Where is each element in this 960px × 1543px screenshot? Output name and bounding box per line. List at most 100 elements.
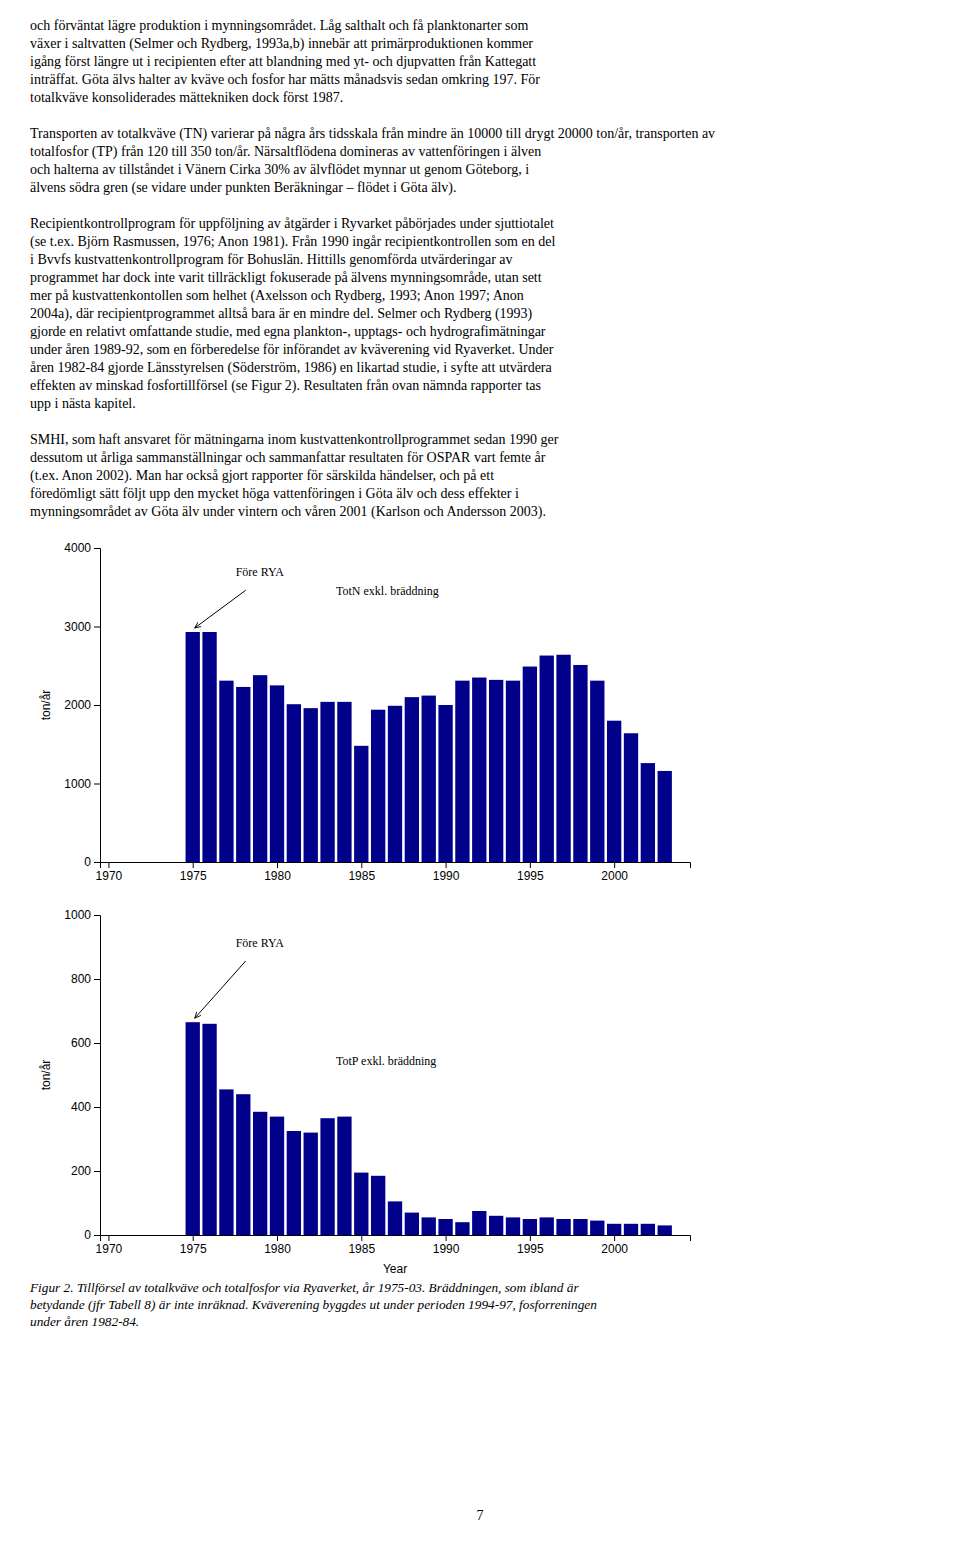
bar [455, 1222, 469, 1235]
bar [624, 733, 638, 862]
body-text: effekten av minskad fosfortillförsel (se… [30, 378, 541, 394]
bar [270, 1117, 284, 1235]
bar [506, 681, 520, 862]
caption: Figur 2. Tillförsel av totalkväve och to… [29, 1280, 579, 1295]
body-text: och halterna av tillståndet i Vänern Cir… [30, 162, 529, 177]
y-axis-title: ton/år [39, 690, 53, 721]
annotation-arrow [195, 590, 246, 628]
x-tick: 1985 [348, 1235, 375, 1256]
bar [219, 681, 233, 862]
bar [472, 678, 486, 862]
annotation-arrow [195, 961, 246, 1018]
bar [320, 1118, 334, 1235]
x-tick: 2000 [601, 862, 628, 883]
body-text: älvens södra gren (se vidare under punkt… [30, 180, 456, 196]
page-number: 7 [477, 1508, 484, 1523]
body-text: programmet har dock inte varit tillräckl… [30, 270, 542, 285]
bar [607, 1224, 621, 1235]
y-tick: 600 [71, 1036, 100, 1050]
y-tick: 0 [84, 855, 100, 869]
y-tick-mark [94, 705, 100, 706]
body-text: och förväntat lägre produktion i mynning… [30, 18, 529, 33]
bar [354, 1173, 368, 1235]
x-tick-mark [193, 862, 194, 868]
y-tick-mark [94, 784, 100, 785]
y-tick-mark [94, 1171, 100, 1172]
y-tick-label: 1000 [64, 777, 91, 791]
x-tick: 1990 [433, 1235, 460, 1256]
y-tick-mark [94, 915, 100, 916]
bar [540, 1217, 554, 1235]
x-tick-mark [446, 862, 447, 868]
bar [523, 667, 537, 862]
x-tick-mark [108, 862, 109, 868]
bar [236, 1094, 250, 1235]
x-tick: 2000 [601, 1235, 628, 1256]
y-tick-mark [94, 979, 100, 980]
body-text: i Bvvfs kustvattenkontrollprogram för Bo… [30, 252, 513, 267]
y-tick-mark [94, 548, 100, 549]
caption: under åren 1982-84. [30, 1314, 139, 1329]
y-tick-mark [94, 627, 100, 628]
y-tick-label: 400 [71, 1100, 91, 1114]
bar [287, 704, 301, 862]
bar [422, 1217, 436, 1235]
y-axis-line [94, 916, 101, 1236]
bar [287, 1131, 301, 1235]
y-tick: 800 [71, 972, 100, 986]
bar [438, 1219, 452, 1235]
bar [438, 705, 452, 862]
x-tick-mark [530, 862, 531, 868]
x-tick-label: 1970 [96, 1242, 123, 1256]
bar [590, 681, 604, 862]
body-text: åren 1982-84 gjorde Länsstyrelsen (Söder… [30, 360, 553, 376]
y-tick-label: 600 [71, 1036, 91, 1050]
bar [270, 685, 284, 862]
x-tick: 1975 [180, 1235, 207, 1256]
bar [253, 675, 267, 862]
bar [607, 721, 621, 862]
x-tick: 1995 [517, 1235, 544, 1256]
x-tick-label: 1990 [433, 869, 460, 883]
x-tick: 1980 [264, 862, 291, 883]
y-tick-label: 0 [84, 1228, 91, 1242]
bar [556, 1219, 570, 1235]
x-tick-label: 1995 [517, 1242, 544, 1256]
x-tick-label: 1975 [180, 1242, 207, 1256]
body-text: gjorde en relativt omfattande studie, me… [30, 324, 546, 339]
x-axis-line [101, 1236, 691, 1242]
body-text: mynningsområdet av Göta älv under vinter… [30, 504, 546, 520]
annotation: Före RYA [236, 565, 285, 579]
x-tick: 1980 [264, 1235, 291, 1256]
y-tick-mark [94, 1043, 100, 1044]
x-tick: 1970 [96, 1235, 123, 1256]
y-axis-title: ton/år [39, 1060, 53, 1091]
y-axis: 02004006008001000 [64, 908, 100, 1242]
y-tick-mark [94, 1107, 100, 1108]
body-text: totalfosfor (TP) från 120 till 350 ton/å… [30, 144, 541, 160]
bar [405, 1213, 419, 1235]
x-axis-title: Year [383, 1262, 407, 1276]
x-tick-mark [446, 1235, 447, 1241]
bar [506, 1217, 520, 1235]
caption: betydande (jfr Tabell 8) är inte inräkna… [30, 1297, 597, 1312]
x-tick-mark [277, 1235, 278, 1241]
y-tick: 4000 [64, 541, 100, 555]
body-text: (t.ex. Anon 2002). Man har också gjort r… [30, 468, 494, 484]
x-tick-mark [614, 1235, 615, 1241]
y-tick-label: 200 [71, 1164, 91, 1178]
annotation: TotN exkl. bräddning [336, 584, 439, 598]
body-text: föredömligt sätt följt upp den mycket hö… [30, 486, 519, 501]
bar [489, 1216, 503, 1235]
x-tick-label: 1985 [348, 1242, 375, 1256]
chart: 1970197519801985199019952000010002000300… [39, 541, 691, 882]
x-tick-label: 1990 [433, 1242, 460, 1256]
body-text: totalkväve konsoliderades mättekniken do… [30, 90, 343, 105]
body-text: under åren 1989-92, som en förberedelse … [30, 342, 554, 357]
body-text: Recipientkontrollprogram för uppföljning… [30, 216, 554, 231]
body-text: igång först längre ut i recipienten efte… [30, 54, 536, 69]
body-text: upp i nästa kapitel. [30, 396, 136, 411]
bar [236, 687, 250, 862]
bar [624, 1224, 638, 1235]
bar [641, 763, 655, 862]
